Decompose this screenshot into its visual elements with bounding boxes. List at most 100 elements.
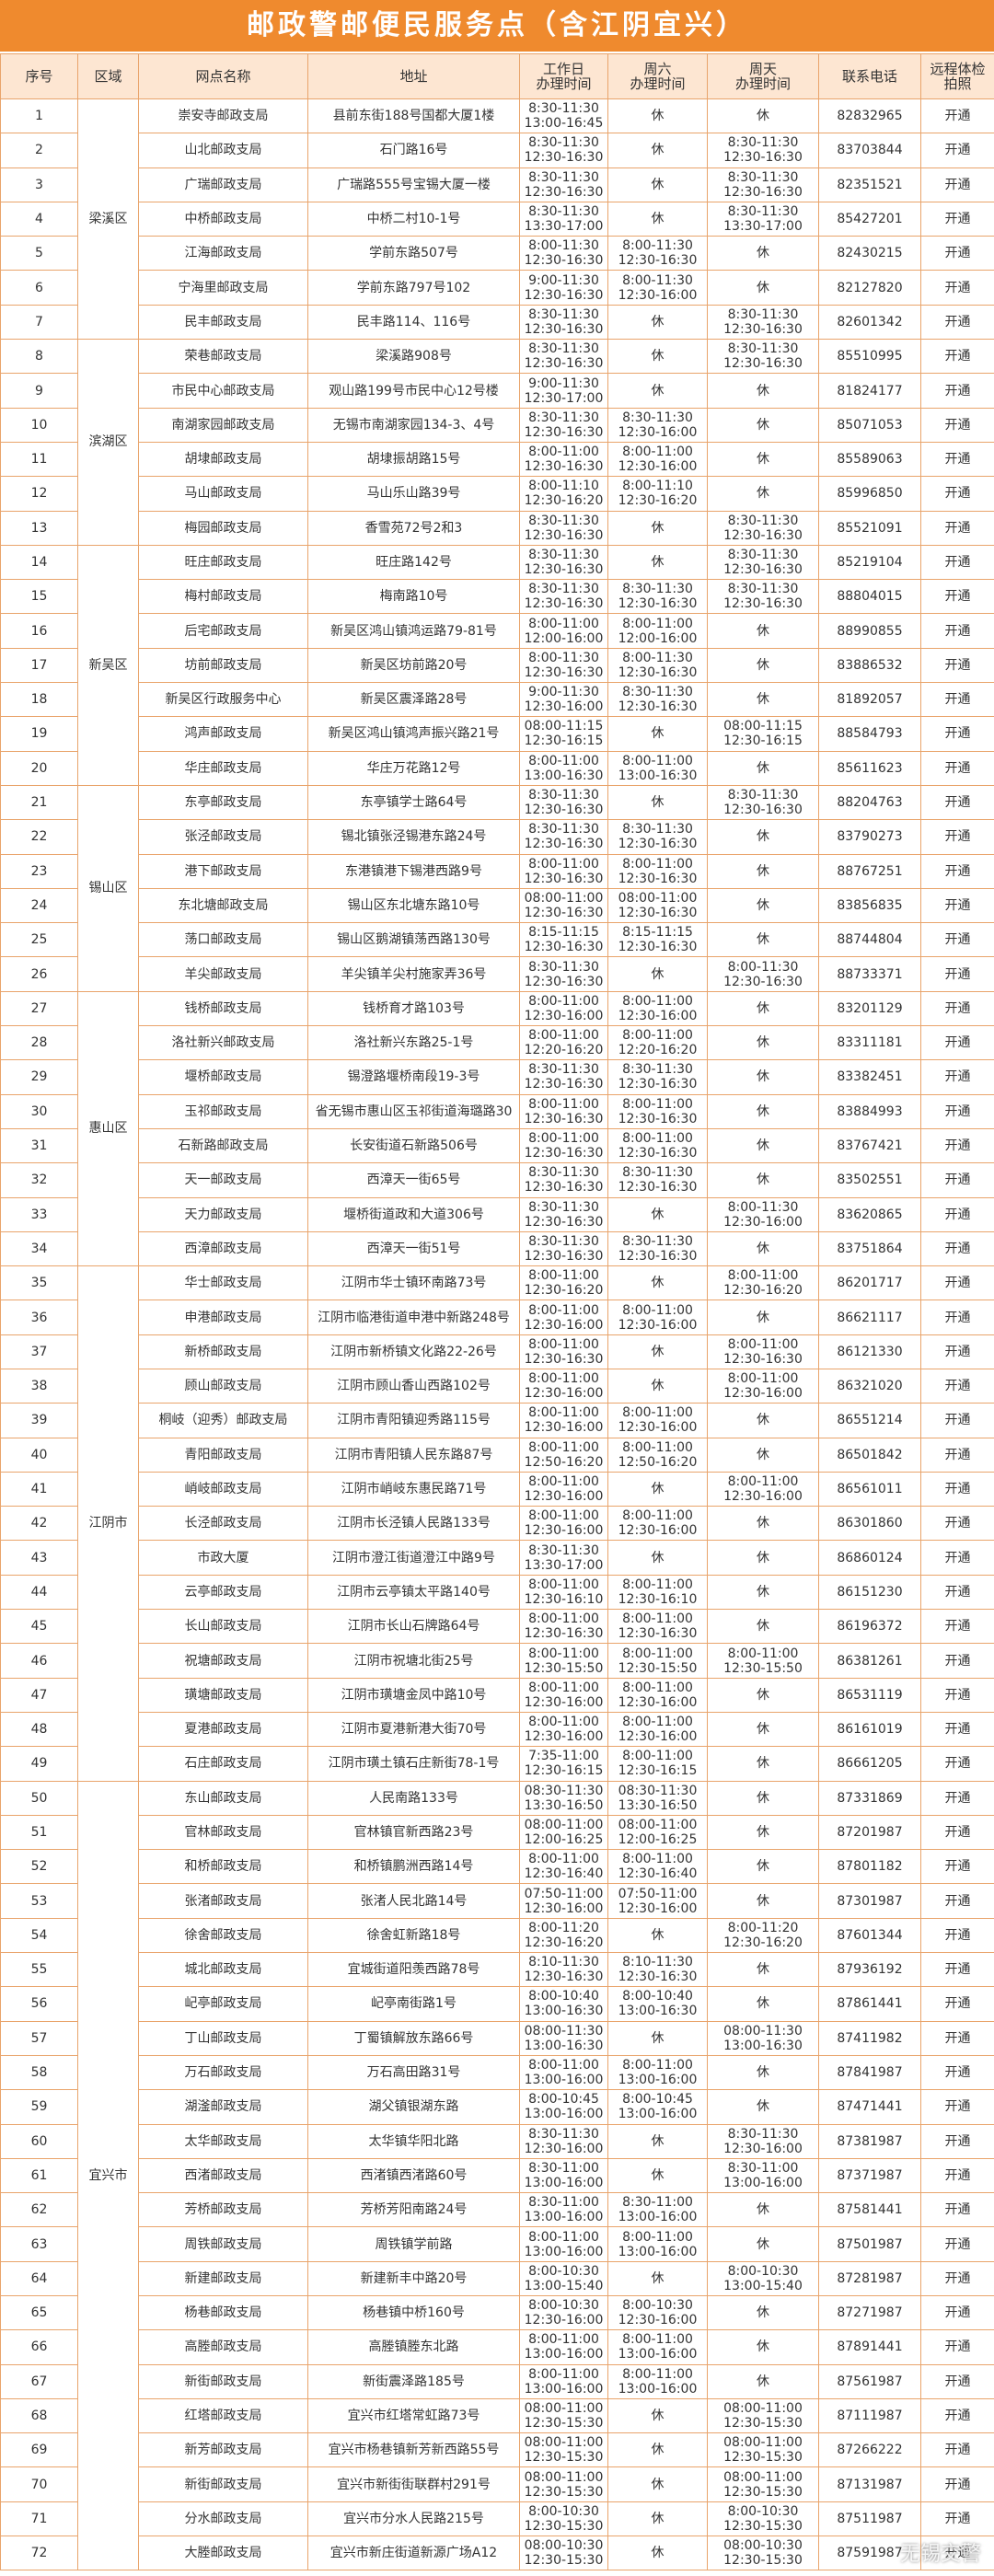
table-row: 3 广瑞邮政支局 广瑞路555号宝锡大厦一楼 8:30-11:30 12:30-16:… <box>0 167 994 202</box>
address: 学前东路507号 <box>307 236 520 271</box>
sunday-hours: 8:00-11:30 12:30-16:30 <box>707 956 819 992</box>
weekday-hours: 8:30-11:30 13:30-17:00 <box>519 201 608 237</box>
row-number: 8 <box>0 339 78 375</box>
weekday-hours: 8:00-11:00 13:00-16:00 <box>519 2363 608 2399</box>
row-number: 58 <box>0 2054 78 2091</box>
branch-name: 华庄邮政支局 <box>138 750 308 786</box>
branch-name: 云亭邮政支局 <box>138 1574 308 1611</box>
remote-photo: 开通 <box>920 784 994 821</box>
branch-name: 市政大厦 <box>138 1540 308 1576</box>
row-number: 37 <box>0 1334 78 1369</box>
sunday-hours: 休 <box>707 1230 819 1267</box>
header-row: 序号 区域 网点名称 地址 工作日 办理时间 周六 办理时间 周天 办理时间 联系电话 远程体检… <box>0 53 994 99</box>
row-number: 31 <box>0 1127 78 1164</box>
address: 石门路16号 <box>307 133 520 168</box>
saturday-hours: 休 <box>607 1471 708 1507</box>
remote-photo: 开通 <box>920 2536 994 2571</box>
table-row: 22 张泾邮政支局 锡北镇张泾锡港东路24号 8:30-11:30 12:30-16:… <box>0 819 994 855</box>
saturday-hours: 8:00-11:00 12:30-16:30 <box>607 1609 708 1645</box>
phone: 83620865 <box>818 1196 921 1232</box>
phone: 83767421 <box>818 1127 921 1164</box>
weekday-hours: 08:30-11:30 13:30-16:50 <box>519 1780 608 1816</box>
phone: 83201129 <box>818 990 921 1027</box>
sunday-hours: 休 <box>707 373 819 409</box>
sunday-hours: 休 <box>707 1711 819 1748</box>
weekday-hours: 07:50-11:00 12:30-16:00 <box>519 1883 608 1919</box>
remote-photo: 开通 <box>920 1437 994 1473</box>
branch-name: 大塍邮政支局 <box>138 2536 308 2571</box>
sunday-hours: 休 <box>707 1540 819 1576</box>
saturday-hours: 休 <box>607 716 708 752</box>
column-header: 区域 <box>77 53 139 99</box>
branch-name: 青阳邮政支局 <box>138 1437 308 1473</box>
sunday-hours: 休 <box>707 2054 819 2091</box>
weekday-hours: 8:30-11:30 12:30-16:30 <box>519 407 608 443</box>
row-number: 30 <box>0 1093 78 1129</box>
address: 太华镇华阳北路 <box>307 2123 520 2159</box>
sunday-hours: 休 <box>707 1025 819 1061</box>
table-row: 15 梅村邮政支局 梅南路10号 8:30-11:30 12:30-16:30 8:30… <box>0 579 994 615</box>
phone: 81824177 <box>818 373 921 409</box>
weekday-hours: 8:30-11:30 13:00-16:45 <box>519 98 608 134</box>
weekday-hours: 8:00-11:00 12:30-16:00 <box>519 1471 608 1507</box>
weekday-hours: 8:30-11:30 12:30-16:30 <box>519 1162 608 1198</box>
branch-name: 洛社新兴邮政支局 <box>138 1025 308 1061</box>
sunday-hours: 8:00-11:00 12:30-16:00 <box>707 1471 819 1507</box>
weekday-hours: 8:30-11:00 13:00-16:00 <box>519 2192 608 2228</box>
weekday-hours: 8:00-11:00 13:00-16:30 <box>519 750 608 786</box>
branch-name: 新建邮政支局 <box>138 2260 308 2297</box>
phone: 85510995 <box>818 339 921 375</box>
weekday-hours: 08:00-10:30 12:30-15:30 <box>519 2536 608 2571</box>
phone: 82832965 <box>818 98 921 134</box>
table-row: 9 市民中心邮政支局 观山路199号市民中心12号楼 9:00-11:30 12:30… <box>0 373 994 409</box>
remote-photo: 开通 <box>920 1334 994 1369</box>
table-row: 30 玉祁邮政支局 省无锡市惠山区玉祁街道海璐路30 8:00-11:00 12:30… <box>0 1093 994 1129</box>
table-row: 4 中桥邮政支局 中桥二村10-1号 8:30-11:30 13:30-17:00 休 8… <box>0 201 994 237</box>
phone: 88990855 <box>818 613 921 649</box>
sunday-hours: 8:00-10:30 13:00-15:40 <box>707 2260 819 2297</box>
sunday-hours: 休 <box>707 2294 819 2331</box>
table-row: 5 江海邮政支局 学前东路507号 8:00-11:30 12:30-16:30 8:0… <box>0 236 994 271</box>
column-header: 网点名称 <box>138 53 308 99</box>
remote-photo: 开通 <box>920 1300 994 1335</box>
address: 官林镇官新西路23号 <box>307 1814 520 1851</box>
branch-name: 夏港邮政支局 <box>138 1711 308 1748</box>
phone: 88733371 <box>818 956 921 992</box>
phone: 88584793 <box>818 716 921 752</box>
table-row: 44 云亭邮政支局 江阴市云亭镇太平路140号 8:00-11:00 12:30-16… <box>0 1574 994 1611</box>
row-number: 29 <box>0 1059 78 1095</box>
table-row: 60 太华邮政支局 太华镇华阳北路 8:30-11:30 12:30-16:00 休 8:… <box>0 2123 994 2159</box>
region: 新吴区 <box>77 544 139 786</box>
address: 观山路199号市民中心12号楼 <box>307 373 520 409</box>
remote-photo: 开通 <box>920 819 994 855</box>
row-number: 16 <box>0 613 78 649</box>
remote-photo: 开通 <box>920 2397 994 2434</box>
weekday-hours: 8:00-11:00 12:30-16:20 <box>519 1265 608 1301</box>
row-number: 4 <box>0 201 78 237</box>
remote-photo: 开通 <box>920 1711 994 1748</box>
phone: 83886532 <box>818 647 921 684</box>
column-header: 地址 <box>307 53 520 99</box>
saturday-hours: 休 <box>607 304 708 341</box>
sunday-hours: 08:00-10:30 12:30-15:30 <box>707 2536 819 2571</box>
address: 华庄万花路12号 <box>307 750 520 786</box>
phone: 83311181 <box>818 1025 921 1061</box>
remote-photo: 开通 <box>920 1265 994 1301</box>
row-number: 56 <box>0 1986 78 2022</box>
address: 万石高田路31号 <box>307 2054 520 2091</box>
sunday-hours: 休 <box>707 1300 819 1335</box>
weekday-hours: 08:00-11:00 12:30-15:30 <box>519 2432 608 2468</box>
phone: 87381987 <box>818 2123 921 2159</box>
row-number: 48 <box>0 1711 78 1748</box>
weekday-hours: 8:00-10:30 13:00-15:40 <box>519 2260 608 2297</box>
weekday-hours: 8:00-10:30 12:30-15:30 <box>519 2501 608 2537</box>
row-number: 42 <box>0 1506 78 1542</box>
remote-photo: 开通 <box>920 1025 994 1061</box>
table-row: 17 坊前邮政支局 新吴区坊前路20号 8:00-11:30 12:30-16:30 8… <box>0 647 994 684</box>
phone: 83382451 <box>818 1059 921 1095</box>
branch-name: 堰桥邮政支局 <box>138 1059 308 1095</box>
saturday-hours: 8:00-11:00 13:00-16:00 <box>607 2054 708 2091</box>
address: 新吴区鸿山镇鸿声振兴路21号 <box>307 716 520 752</box>
row-number: 63 <box>0 2226 78 2262</box>
